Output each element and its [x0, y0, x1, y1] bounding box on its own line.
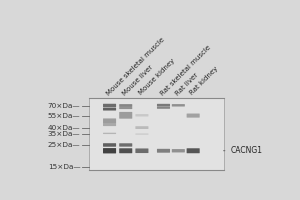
Text: 35×Da—: 35×Da—	[48, 131, 80, 137]
FancyBboxPatch shape	[135, 126, 148, 129]
FancyBboxPatch shape	[103, 108, 116, 111]
FancyBboxPatch shape	[103, 104, 116, 107]
FancyBboxPatch shape	[135, 148, 148, 153]
Text: 15×Da—: 15×Da—	[48, 164, 80, 170]
Text: 55×Da—: 55×Da—	[48, 113, 80, 119]
FancyBboxPatch shape	[119, 104, 132, 107]
Text: Mouse kidney: Mouse kidney	[138, 58, 176, 96]
FancyBboxPatch shape	[187, 114, 200, 118]
Text: Mouse skeletal muscle: Mouse skeletal muscle	[105, 36, 166, 96]
FancyBboxPatch shape	[157, 104, 170, 106]
FancyBboxPatch shape	[103, 123, 116, 126]
FancyBboxPatch shape	[119, 107, 132, 109]
Text: Mouse liver: Mouse liver	[122, 64, 154, 96]
FancyBboxPatch shape	[172, 104, 185, 107]
FancyBboxPatch shape	[103, 148, 116, 153]
FancyBboxPatch shape	[119, 148, 132, 153]
Text: Rat kidney: Rat kidney	[189, 66, 220, 96]
FancyBboxPatch shape	[135, 114, 148, 117]
FancyBboxPatch shape	[103, 118, 116, 124]
Text: 70×Da—: 70×Da—	[48, 103, 80, 109]
Text: 25×Da—: 25×Da—	[48, 142, 80, 148]
Text: 40×Da—: 40×Da—	[48, 125, 80, 131]
FancyBboxPatch shape	[119, 112, 132, 119]
Text: Rat liver: Rat liver	[174, 72, 199, 96]
FancyBboxPatch shape	[103, 143, 116, 147]
FancyBboxPatch shape	[119, 143, 132, 147]
FancyBboxPatch shape	[135, 133, 148, 135]
FancyBboxPatch shape	[172, 149, 185, 152]
Bar	[89, 98, 224, 170]
Text: CACNG1: CACNG1	[224, 146, 262, 155]
FancyBboxPatch shape	[157, 149, 170, 153]
Text: Rat skeletal muscle: Rat skeletal muscle	[159, 44, 212, 96]
FancyBboxPatch shape	[187, 148, 200, 153]
FancyBboxPatch shape	[157, 107, 170, 109]
FancyBboxPatch shape	[103, 133, 116, 134]
